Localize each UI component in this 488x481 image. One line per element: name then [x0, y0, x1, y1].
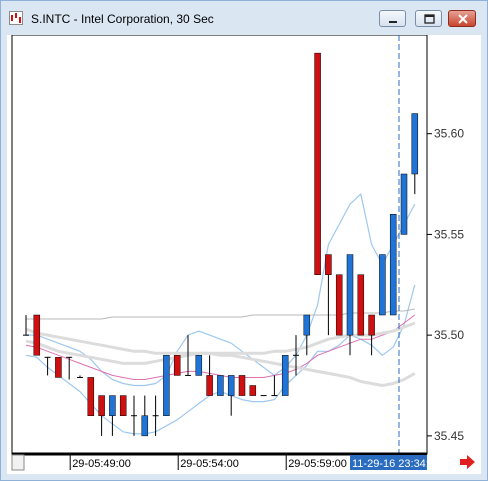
candle-body [238, 375, 246, 396]
candle-body [379, 254, 386, 316]
scroll-right-arrow-icon[interactable] [460, 455, 475, 469]
candle-body [249, 385, 257, 396]
x-tick-label: 29-05:49:00 [72, 458, 131, 470]
scroll-box[interactable] [11, 454, 25, 471]
chart-area[interactable]: 35.60 35.55 35.50 35.45 29-05:49:00 29-05:54… [7, 35, 481, 474]
candle-body [227, 375, 235, 396]
candle-body [141, 415, 149, 437]
upper-band-line [26, 193, 416, 387]
close-button[interactable] [448, 10, 476, 27]
candlestick-chart[interactable]: 35.60 35.55 35.50 35.45 29-05:49:00 29-05:54… [7, 35, 481, 474]
candle-body [87, 377, 95, 416]
close-icon [458, 14, 468, 24]
candle-body [335, 274, 343, 336]
candle-body [411, 113, 419, 175]
candle-body [357, 274, 365, 336]
candle-body [119, 395, 127, 416]
candle-body [163, 355, 170, 416]
y-tick-label: 35.60 [434, 127, 464, 141]
candle-body [314, 52, 321, 275]
ma-gray-slow-line [25, 327, 416, 387]
y-tick-label: 35.45 [434, 429, 464, 443]
chart-app-icon [9, 11, 23, 25]
minimize-button[interactable] [379, 10, 406, 27]
x-tick-label: 29-05:59:00 [288, 458, 347, 470]
y-tick-label: 35.50 [434, 328, 464, 342]
candle-body [400, 173, 408, 235]
candle-body [98, 395, 105, 416]
cursor-time-label: 11-29-16 23:34:00 [352, 458, 441, 470]
restore-button[interactable] [415, 10, 442, 27]
candle-body [389, 214, 397, 316]
window-title: S.INTC - Intel Corporation, 30 Sec [31, 12, 214, 26]
candle-body [195, 355, 203, 376]
x-tick-label: 29-05:54:00 [180, 458, 239, 470]
candle-body [55, 357, 62, 378]
candle-body [206, 375, 213, 396]
restore-icon [424, 14, 435, 24]
y-tick-label: 35.55 [434, 227, 464, 241]
candle-body [109, 395, 116, 416]
cursor-time-badge [350, 455, 427, 470]
candle-body [281, 355, 289, 396]
candle-body [33, 314, 41, 356]
candle-body [325, 254, 332, 275]
title-bar[interactable]: S.INTC - Intel Corporation, 30 Sec [1, 1, 487, 35]
candle-body [346, 254, 354, 336]
minimize-icon [389, 21, 397, 23]
candle-body [217, 375, 224, 396]
candle-body [173, 355, 181, 376]
candle-body [368, 314, 375, 336]
candle-body [303, 314, 311, 336]
